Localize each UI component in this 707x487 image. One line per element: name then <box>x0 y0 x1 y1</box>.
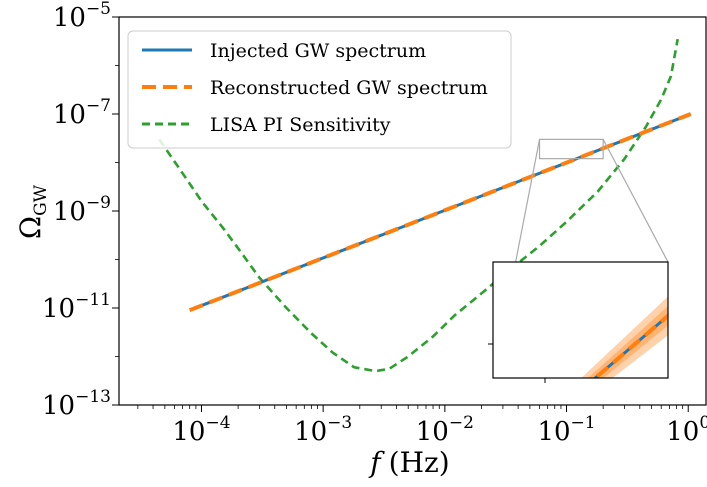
zoom-connector-right <box>602 139 669 263</box>
y-axis-label: ΩGW <box>14 184 51 239</box>
inset-series-injected <box>593 313 668 378</box>
inset-background <box>493 262 668 378</box>
y-tick-label: 10−13 <box>42 387 111 421</box>
y-tick-label: 10−5 <box>53 0 111 33</box>
y-tick-label: 10−7 <box>53 96 111 130</box>
x-tick-label: 100 <box>666 413 707 447</box>
inset-uncertainty-band <box>581 296 668 378</box>
y-tick-label: 10−9 <box>53 193 111 227</box>
inset-uncertainty-band-inner <box>587 306 668 378</box>
legend-label-injected: Injected GW spectrum <box>210 40 426 62</box>
inset-frame <box>492 261 669 379</box>
legend-label-lisa: LISA PI Sensitivity <box>210 114 391 136</box>
legend-label-reconstructed: Reconstructed GW spectrum <box>210 77 488 99</box>
legend: Injected GW spectrum Reconstructed GW sp… <box>127 30 512 149</box>
legend-box <box>127 30 512 149</box>
x-tick-label: 10−3 <box>294 413 352 447</box>
x-tick-label: 10−2 <box>416 413 474 447</box>
x-axis-label: f (Hz) <box>368 446 449 479</box>
x-tick-label: 10−4 <box>172 413 230 447</box>
y-tick-label: 10−11 <box>42 290 111 324</box>
series-lisa-sensitivity <box>158 38 679 373</box>
inset-plot <box>488 261 669 383</box>
zoom-region-box <box>538 138 604 160</box>
x-tick-label: 10−1 <box>537 413 595 447</box>
